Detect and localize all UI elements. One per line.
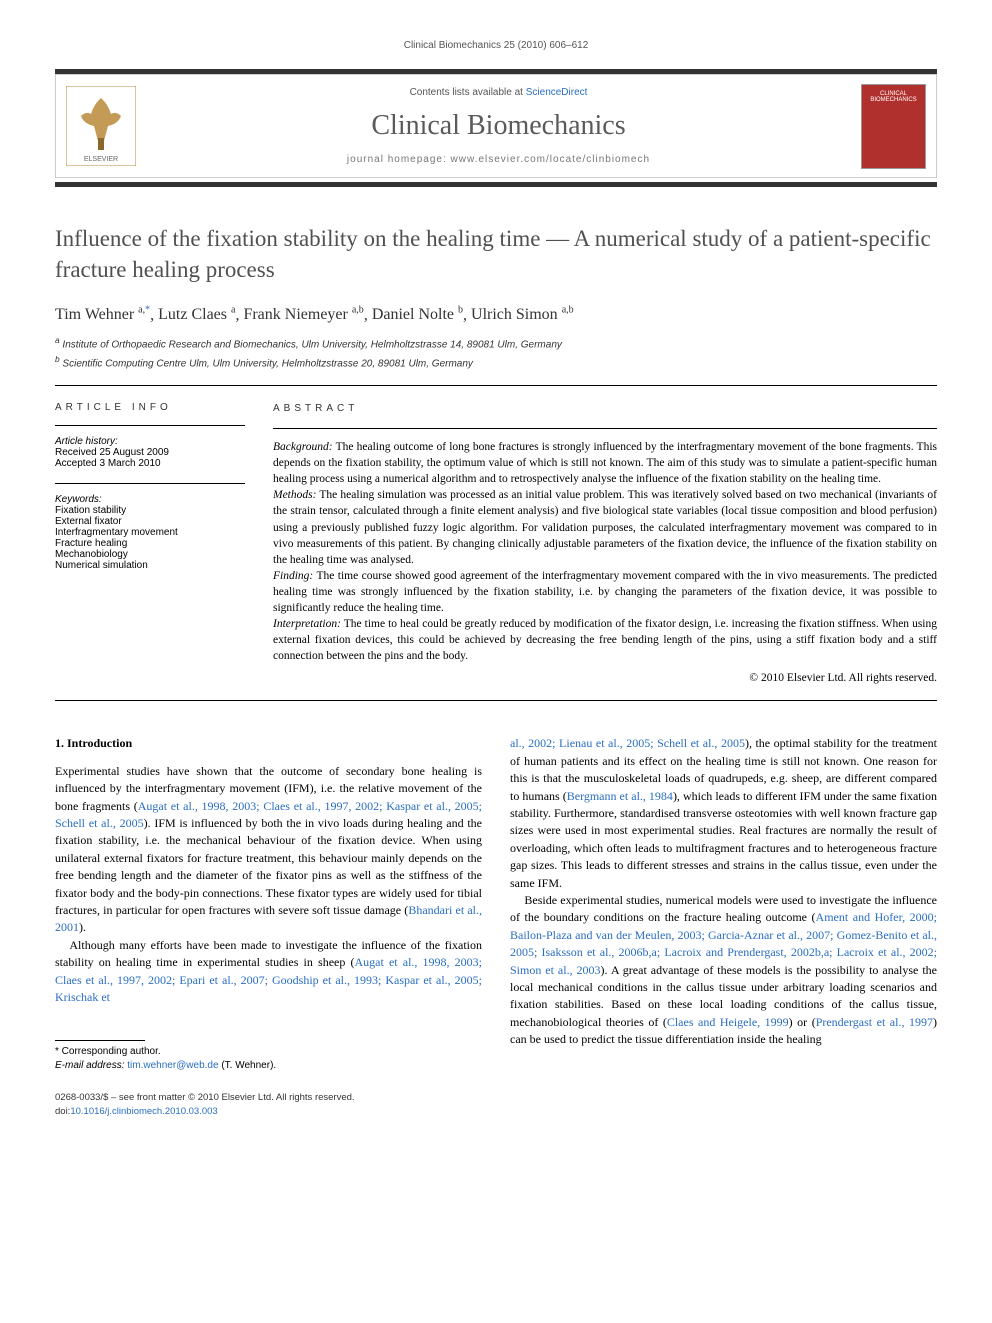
intro-para-2-cont: al., 2002; Lienau et al., 2005; Schell e…	[510, 735, 937, 892]
intro-para-2: Although many efforts have been made to …	[55, 937, 482, 1007]
running-header: Clinical Biomechanics 25 (2010) 606–612	[55, 40, 937, 51]
footnote-rule	[55, 1040, 145, 1041]
abstract-heading: ABSTRACT	[273, 402, 937, 416]
keyword-item: Numerical simulation	[55, 560, 245, 571]
keyword-item: Interfragmentary movement	[55, 527, 245, 538]
corresponding-mark: *	[145, 305, 150, 316]
article-info-column: ARTICLE INFO Article history: Received 2…	[55, 402, 245, 686]
journal-homepage-line: journal homepage: www.elsevier.com/locat…	[156, 154, 841, 165]
email-link[interactable]: tim.wehner@web.de	[127, 1060, 218, 1071]
article-history-block: Article history: Received 25 August 2009…	[55, 436, 245, 469]
author-4: Daniel Nolte b	[372, 306, 463, 323]
citation-link[interactable]: Prendergast et al., 1997	[816, 1015, 933, 1029]
contents-available-line: Contents lists available at ScienceDirec…	[156, 87, 841, 98]
abstract-interpretation: Interpretation: The time to heal could b…	[273, 616, 937, 664]
divider-rule-2	[55, 700, 937, 701]
doi-link[interactable]: 10.1016/j.clinbiomech.2010.03.003	[70, 1106, 217, 1117]
keyword-item: Mechanobiology	[55, 549, 245, 560]
keywords-label: Keywords:	[55, 494, 245, 505]
affiliation-a: a Institute of Orthopaedic Research and …	[55, 334, 937, 352]
publisher-logo-cell: ELSEVIER	[56, 75, 146, 177]
body-left-column: 1. Introduction Experimental studies hav…	[55, 735, 482, 1073]
abstract-column: ABSTRACT Background: The healing outcome…	[273, 402, 937, 686]
info-abstract-row: ARTICLE INFO Article history: Received 2…	[55, 386, 937, 700]
history-label: Article history:	[55, 436, 245, 447]
author-list: Tim Wehner a,*, Lutz Claes a, Frank Niem…	[55, 305, 937, 324]
elsevier-tree-logo-icon: ELSEVIER	[66, 86, 136, 166]
bottom-rule-bar	[55, 182, 937, 187]
abstract-methods: Methods: The healing simulation was proc…	[273, 487, 937, 567]
intro-heading: 1. Introduction	[55, 735, 482, 752]
front-matter-line: 0268-0033/$ – see front matter © 2010 El…	[55, 1091, 937, 1104]
citation-link[interactable]: al., 2002; Lienau et al., 2005; Schell e…	[510, 736, 745, 750]
info-sub-rule-2	[55, 483, 245, 484]
received-date: Received 25 August 2009	[55, 447, 245, 458]
keyword-item: External fixator	[55, 516, 245, 527]
accepted-date: Accepted 3 March 2010	[55, 458, 245, 469]
corresponding-email-line: E-mail address: tim.wehner@web.de (T. We…	[55, 1059, 482, 1073]
masthead-center: Contents lists available at ScienceDirec…	[146, 75, 851, 177]
abstract-sub-rule	[273, 428, 937, 429]
journal-cover-cell: CLINICAL BIOMECHANICS	[851, 75, 936, 177]
keyword-item: Fixation stability	[55, 505, 245, 516]
journal-cover-thumbnail: CLINICAL BIOMECHANICS	[861, 84, 926, 169]
keywords-block: Keywords: Fixation stability External fi…	[55, 494, 245, 571]
abstract-finding: Finding: The time course showed good agr…	[273, 568, 937, 616]
sciencedirect-link[interactable]: ScienceDirect	[526, 87, 588, 98]
corresponding-footnote: * Corresponding author. E-mail address: …	[55, 1045, 482, 1073]
svg-text:ELSEVIER: ELSEVIER	[84, 156, 118, 163]
homepage-url[interactable]: www.elsevier.com/locate/clinbiomech	[451, 154, 651, 165]
affiliations: a Institute of Orthopaedic Research and …	[55, 334, 937, 371]
info-sub-rule	[55, 425, 245, 426]
doi-line: doi:10.1016/j.clinbiomech.2010.03.003	[55, 1105, 937, 1118]
corresponding-label: * Corresponding author.	[55, 1045, 482, 1059]
masthead: ELSEVIER Contents lists available at Sci…	[55, 74, 937, 178]
author-1: Tim Wehner a,*	[55, 306, 150, 323]
affiliation-b: b Scientific Computing Centre Ulm, Ulm U…	[55, 353, 937, 371]
article-title: Influence of the fixation stability on t…	[55, 223, 937, 285]
keyword-item: Fracture healing	[55, 538, 245, 549]
author-3: Frank Niemeyer a,b	[243, 306, 363, 323]
abstract-body: Background: The healing outcome of long …	[273, 439, 937, 686]
page-footer: 0268-0033/$ – see front matter © 2010 El…	[55, 1091, 937, 1118]
body-right-column: al., 2002; Lienau et al., 2005; Schell e…	[510, 735, 937, 1073]
article-info-heading: ARTICLE INFO	[55, 402, 245, 413]
author-2: Lutz Claes a	[158, 306, 235, 323]
cover-title-line2: BIOMECHANICS	[870, 97, 916, 104]
author-5: Ulrich Simon a,b	[471, 306, 574, 323]
abstract-copyright: © 2010 Elsevier Ltd. All rights reserved…	[273, 670, 937, 686]
intro-para-3: Beside experimental studies, numerical m…	[510, 892, 937, 1049]
homepage-prefix: journal homepage:	[347, 154, 451, 165]
body-two-column: 1. Introduction Experimental studies hav…	[55, 735, 937, 1073]
citation-link[interactable]: Claes and Heigele, 1999	[667, 1015, 789, 1029]
abstract-background: Background: The healing outcome of long …	[273, 439, 937, 487]
contents-prefix: Contents lists available at	[410, 87, 526, 98]
citation-link[interactable]: Bergmann et al., 1984	[567, 789, 673, 803]
journal-name: Clinical Biomechanics	[156, 110, 841, 142]
cover-title-line1: CLINICAL	[880, 91, 907, 98]
intro-para-1: Experimental studies have shown that the…	[55, 763, 482, 937]
